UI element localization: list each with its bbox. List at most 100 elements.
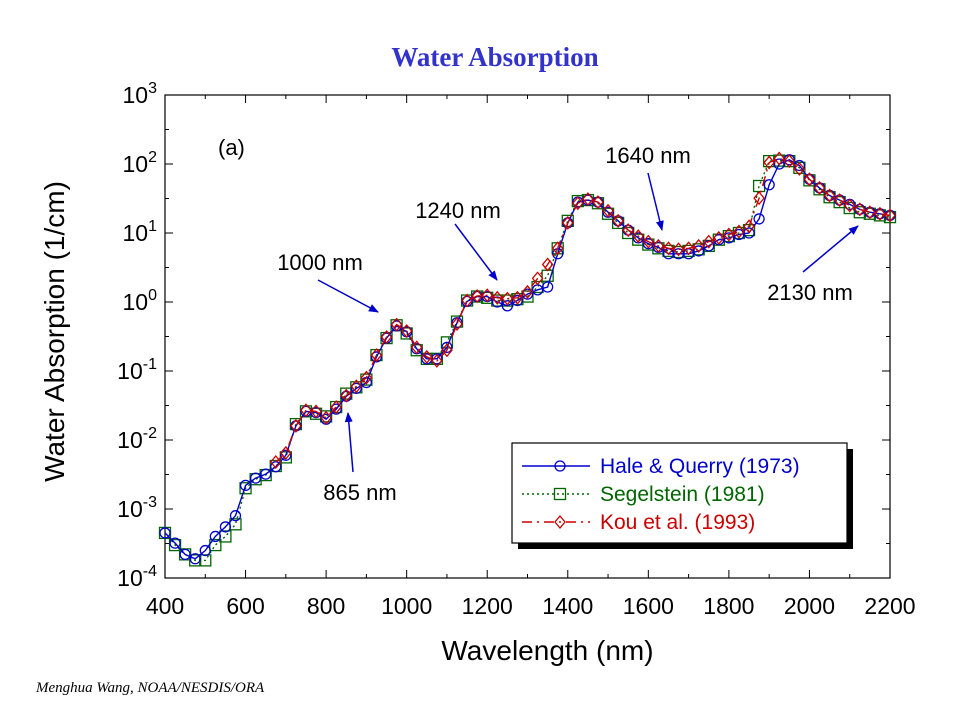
diamond-marker <box>554 514 566 530</box>
diamond-marker <box>340 388 353 403</box>
x-tick-label: 600 <box>226 593 264 619</box>
diamond-marker <box>662 241 675 256</box>
annotation-label: 2130 nm <box>767 280 853 305</box>
diamond-marker <box>612 213 624 228</box>
annotation-arrow <box>454 223 498 281</box>
diamond-marker <box>783 154 796 169</box>
y-tick-label: 10-1 <box>117 356 157 384</box>
y-tick-label: 102 <box>123 149 158 177</box>
diamond-marker <box>672 242 685 257</box>
diamond-marker <box>360 370 373 385</box>
circle-marker <box>169 537 181 549</box>
circle-marker <box>330 403 342 415</box>
credit-text: Menghua Wang, NOAA/NESDIS/ORA <box>36 680 265 696</box>
diamond-marker <box>582 192 594 207</box>
diamond-marker <box>642 234 655 249</box>
annotation-label: 1640 nm <box>605 143 691 168</box>
diamond-marker <box>441 343 453 358</box>
square-marker <box>553 487 567 501</box>
diamond-marker <box>350 379 363 394</box>
x-tick-label: 400 <box>146 593 184 619</box>
series-line <box>164 159 891 560</box>
legend-box <box>511 442 848 544</box>
circle-marker <box>219 521 232 533</box>
circle-marker <box>229 510 242 522</box>
diamond-marker <box>843 198 856 213</box>
square-marker <box>360 373 373 386</box>
square-marker <box>340 387 353 400</box>
circle-marker <box>693 245 705 257</box>
square-marker <box>491 294 504 307</box>
diamond-marker <box>279 445 292 460</box>
diamond-marker <box>884 208 896 223</box>
diamond-marker <box>622 223 635 238</box>
diamond-marker <box>390 317 403 332</box>
diamond-marker <box>300 403 312 418</box>
x-tick-label: 1800 <box>703 593 754 619</box>
square-marker <box>400 327 413 340</box>
diamond-marker <box>874 206 886 221</box>
diamond-marker <box>733 224 745 239</box>
diamond-marker <box>541 257 554 272</box>
x-tick-label: 1200 <box>462 593 513 619</box>
circle-marker <box>280 449 292 461</box>
diamond-marker <box>823 188 836 203</box>
square-marker <box>883 210 897 224</box>
diamond-marker <box>652 238 665 253</box>
circle-marker <box>159 527 171 539</box>
annotation-arrow <box>344 412 354 473</box>
square-marker <box>561 214 574 227</box>
square-marker <box>410 344 423 357</box>
diamond-marker <box>723 227 735 242</box>
diamond-marker <box>370 348 383 363</box>
diamond-marker <box>531 271 544 286</box>
diamond-marker <box>743 219 755 234</box>
diamond-marker <box>410 340 423 355</box>
diamond-marker <box>491 290 504 305</box>
circle-marker <box>189 553 201 565</box>
circle-marker <box>554 460 566 472</box>
square-marker <box>622 226 635 240</box>
diamond-marker <box>431 353 443 368</box>
circle-marker <box>642 238 654 250</box>
y-tick-label: 10-4 <box>117 563 157 591</box>
diamond-marker <box>551 241 564 256</box>
diamond-marker <box>712 230 725 245</box>
x-tick-label: 1400 <box>542 593 593 619</box>
circle-marker <box>350 382 362 395</box>
diamond-marker <box>572 196 584 211</box>
x-tick-label: 1600 <box>623 593 674 619</box>
diamond-marker <box>753 191 765 206</box>
legend-entry: Segelstein (1981) <box>600 483 765 506</box>
diamond-marker <box>420 349 433 364</box>
series-line <box>164 159 891 562</box>
diamond-marker <box>471 289 483 304</box>
y-tick-label: 100 <box>123 287 158 315</box>
annotation-arrow <box>317 279 379 313</box>
diamond-marker <box>320 410 332 425</box>
diamond-marker <box>813 180 826 195</box>
circle-marker <box>260 468 272 480</box>
diamond-marker <box>561 215 574 230</box>
annotation-label: 865 nm <box>323 480 396 505</box>
diamond-marker <box>833 193 846 208</box>
legend-entry: Hale & Querry (1973) <box>600 455 800 478</box>
y-axis-label: Water Absorption (1/cm) <box>39 181 70 482</box>
circle-marker <box>743 227 755 239</box>
circle-marker <box>541 281 554 293</box>
diamond-marker <box>501 291 514 306</box>
diamond-marker <box>763 155 776 170</box>
panel-label: (a) <box>218 135 245 160</box>
annotation-label: 1240 nm <box>415 198 501 223</box>
diamond-marker <box>592 195 604 210</box>
diamond-marker <box>853 202 866 217</box>
diamond-marker <box>269 454 282 470</box>
diamond-marker <box>682 241 695 256</box>
circle-marker <box>511 294 524 307</box>
x-axis-label: Wavelength (nm) <box>441 635 653 666</box>
circle-marker <box>179 548 191 561</box>
circle-marker <box>491 296 503 308</box>
diamond-marker <box>864 205 876 220</box>
square-marker <box>168 538 182 552</box>
circle-marker <box>209 530 221 543</box>
